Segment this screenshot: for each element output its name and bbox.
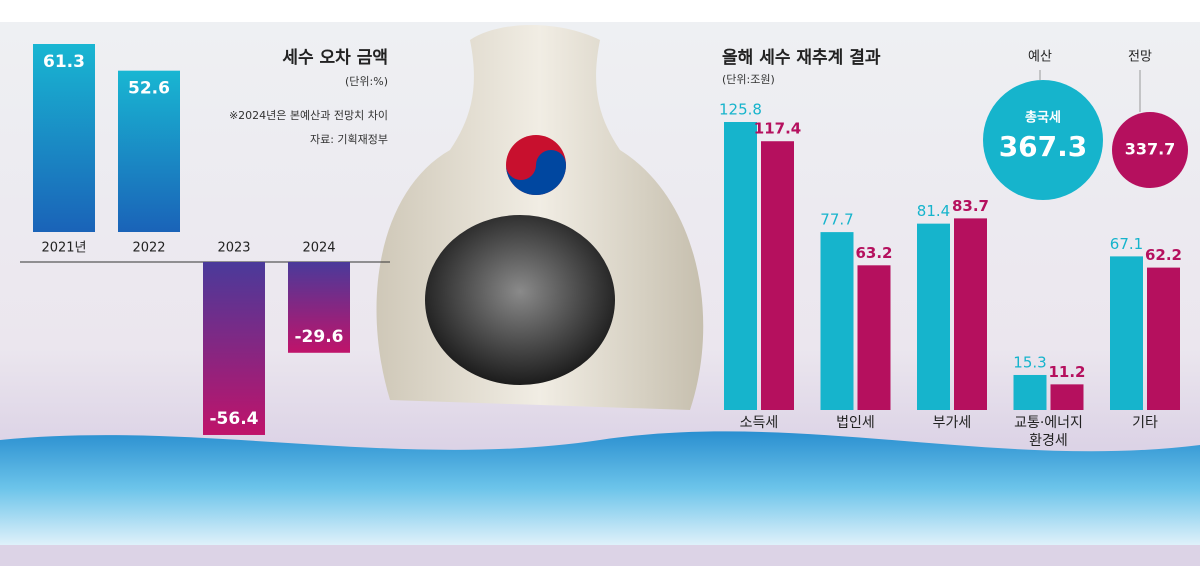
- bar: [820, 232, 854, 410]
- chart-title: 세수 오차 금액: [282, 48, 388, 68]
- chart-title: 올해 세수 재추계 결과: [722, 48, 881, 68]
- value-label: 61.3: [43, 52, 85, 72]
- x-tick-label: 소득세: [739, 415, 779, 431]
- x-tick-label: 기타: [1132, 415, 1158, 431]
- total-value: 367.3: [999, 130, 1088, 163]
- bar: [288, 262, 350, 353]
- total-circle: [983, 80, 1103, 200]
- bag-hole: [425, 215, 615, 385]
- chart-subtitle: (단위:%): [345, 75, 388, 88]
- value-label: 117.4: [754, 120, 801, 138]
- value-label: 63.2: [855, 244, 892, 262]
- value-label: 62.2: [1145, 246, 1182, 264]
- total-circle: [1112, 112, 1188, 188]
- source: 자료: 기획재정부: [310, 133, 388, 146]
- value-label: 83.7: [952, 197, 989, 215]
- bar: [724, 122, 757, 410]
- bar: [917, 223, 950, 410]
- value-label: 125.8: [719, 101, 762, 119]
- emblem-blue: [506, 150, 566, 195]
- value-label: 81.4: [917, 202, 950, 220]
- bar: [1050, 384, 1084, 410]
- value-label: 52.6: [128, 79, 170, 99]
- total-label: 총국세: [1025, 110, 1061, 126]
- bar: [1110, 256, 1143, 410]
- water: [0, 431, 1200, 545]
- bar: [118, 70, 180, 233]
- legend-label: 전망: [1128, 50, 1152, 65]
- bar: [203, 262, 265, 435]
- chart-subtitle: (단위:조원): [722, 73, 775, 86]
- x-tick-label: 교통·에너지 환경세: [1014, 415, 1083, 449]
- x-tick-label: 2022: [132, 241, 165, 256]
- x-tick-label: 부가세: [932, 415, 972, 431]
- value-label: 77.7: [820, 211, 853, 229]
- value-label: 15.3: [1013, 353, 1046, 371]
- legend-label: 예산: [1028, 50, 1052, 65]
- total-value: 337.7: [1125, 140, 1176, 159]
- note: ※2024년은 본예산과 전망치 차이: [229, 109, 388, 122]
- x-tick-label: 2021년: [41, 241, 86, 256]
- x-tick-label: 2023: [217, 241, 250, 256]
- x-tick-label: 법인세: [836, 415, 875, 431]
- value-label: 11.2: [1048, 363, 1085, 381]
- bar: [1013, 374, 1047, 410]
- x-tick-label: 2024: [302, 241, 335, 256]
- value-label: 67.1: [1110, 235, 1143, 253]
- bar: [954, 218, 987, 410]
- value-label: -56.4: [210, 409, 259, 429]
- bar: [761, 141, 794, 410]
- bar: [1147, 267, 1180, 410]
- bar: [33, 44, 95, 232]
- bar: [857, 265, 891, 410]
- value-label: -29.6: [295, 327, 344, 347]
